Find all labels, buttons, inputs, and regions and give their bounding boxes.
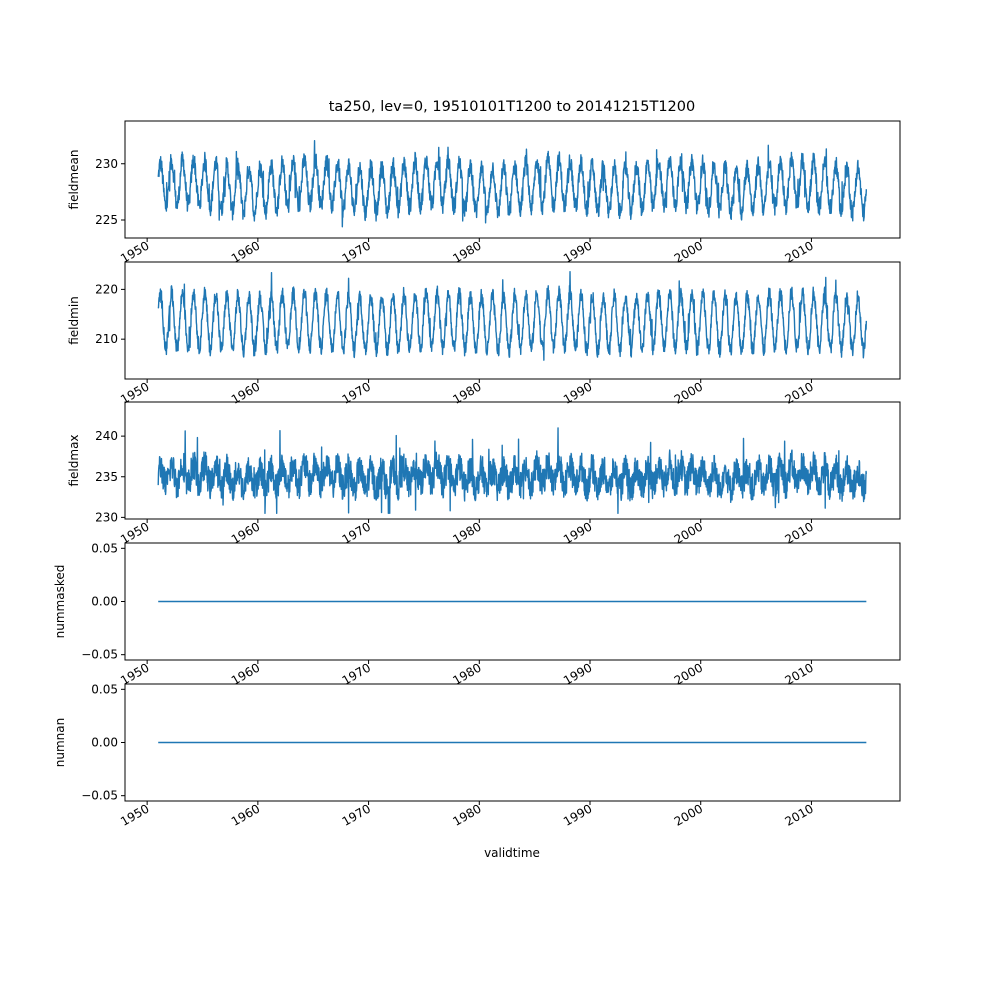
- x-tick-label: 1980: [450, 379, 483, 406]
- plot-frame: [124, 401, 901, 520]
- y-tick-label: 225: [95, 213, 118, 227]
- y-axis-label-numnan: numnan: [53, 718, 67, 767]
- y-tick-label: −0.05: [81, 789, 118, 803]
- x-tick-label: 2000: [672, 801, 705, 828]
- y-tick-label: 230: [95, 510, 118, 524]
- x-tick-label: 2000: [672, 379, 705, 406]
- plot-frame: [124, 120, 901, 239]
- x-tick-label: 1960: [229, 379, 262, 406]
- y-tick-label: 0.00: [91, 595, 118, 609]
- y-tick-label: 235: [95, 470, 118, 484]
- x-tick-label: 1970: [340, 379, 373, 406]
- series-line-fieldmean: [157, 140, 868, 228]
- y-axis-label-nummasked: nummasked: [53, 565, 67, 639]
- panel-fieldmin: 210 220 1950 1960 1970 1980 1990 2000 2010 fieldm…: [67, 261, 901, 407]
- y-tick-label: 0.00: [91, 736, 118, 750]
- y-tick-label: 220: [95, 282, 118, 296]
- plot-frame: [124, 261, 901, 380]
- x-tick-label: 1990: [561, 379, 594, 406]
- y-tick-label: 240: [95, 429, 118, 443]
- x-axis-label: validtime: [484, 846, 540, 860]
- x-tick-label: 1950: [118, 801, 151, 828]
- x-tick-label: 1960: [229, 801, 262, 828]
- y-axis-label-fieldmax: fieldmax: [67, 434, 81, 486]
- panel-numnan: −0.05 0.00 0.05 1950 1960 1970 1980 1990 2000 201…: [53, 682, 901, 829]
- x-tick-label: 1970: [340, 801, 373, 828]
- x-tick-label: 1980: [450, 801, 483, 828]
- y-tick-label: 230: [95, 157, 118, 171]
- x-tick-label: 2010: [782, 379, 815, 406]
- y-tick-label: 0.05: [91, 541, 118, 555]
- chart-title: ta250, lev=0, 19510101T1200 to 20141215T…: [329, 99, 696, 115]
- series-line-fieldmin: [157, 271, 868, 361]
- y-tick-label: 0.05: [91, 682, 118, 696]
- y-axis-label-fieldmean: fieldmean: [67, 150, 81, 210]
- y-tick-label: −0.05: [81, 648, 118, 662]
- x-tick-label: 2010: [782, 801, 815, 828]
- panels: 225 230 1950 1960 1970 1980 1990 2000 2010 fieldm…: [53, 120, 901, 829]
- x-tick-label: 1990: [561, 801, 594, 828]
- x-tick-label: 1950: [118, 379, 151, 406]
- y-axis-label-fieldmin: fieldmin: [67, 296, 81, 345]
- series-line-fieldmax: [157, 427, 868, 515]
- y-tick-label: 210: [95, 332, 118, 346]
